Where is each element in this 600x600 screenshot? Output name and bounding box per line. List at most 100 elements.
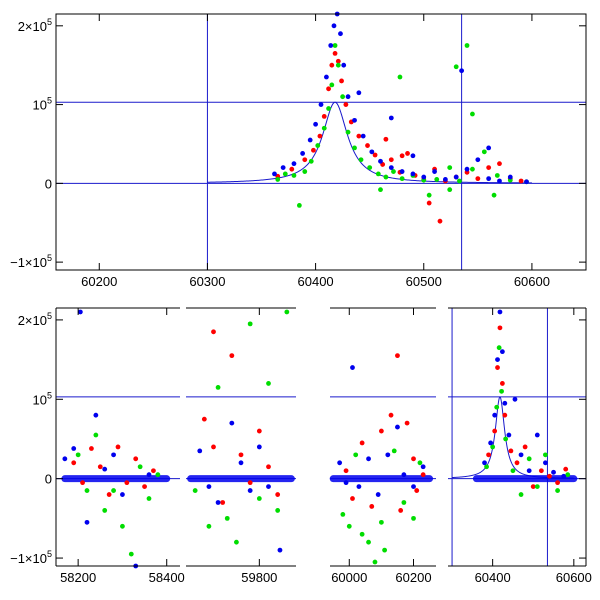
bottom-series-2-point-39 (518, 452, 524, 458)
bottom-segment-0: 58200 58400 (56, 307, 185, 585)
bottom-series-2-point-40 (526, 468, 532, 474)
top-xtick-label: 60500 (406, 274, 442, 289)
bottom-xtick-label: 58200 (60, 570, 96, 585)
bottom-series-0-point-39 (514, 460, 520, 466)
bottom-series-2-point-10 (197, 448, 203, 454)
bottom-series-1-point-26 (378, 519, 384, 525)
top-series-0-point-30 (518, 178, 524, 184)
top-series-1-point-18 (391, 169, 396, 174)
top-series-2-point-27 (486, 176, 492, 182)
bottom-series-2-point-0 (62, 456, 68, 462)
bottom-segment-3: 60400 60600 (448, 307, 592, 585)
top-series-1-point-33 (378, 187, 383, 193)
bottom-series-1-point-35 (496, 345, 502, 351)
bottom-series-1-point-36 (499, 388, 504, 394)
top-series-0-point-2 (302, 157, 308, 163)
top-series-2-point-1 (280, 165, 286, 171)
top-series-0-point-5 (321, 114, 327, 119)
bottom-ytick-label: 105 (33, 390, 52, 407)
bottom-series-1-point-28 (391, 448, 397, 454)
top-series-2-point-33 (410, 153, 416, 159)
top-series-1-point-2 (291, 173, 297, 178)
top-series-2-point-9 (331, 23, 337, 29)
bottom-series-1-point-17 (266, 381, 271, 386)
bottom-series-2-point-26 (395, 424, 400, 430)
bottom-series-0-point-33 (492, 428, 498, 434)
top-series-1-point-16 (375, 171, 381, 177)
top-series-0-point-11 (343, 102, 349, 107)
top-ytick-label: 2×105 (18, 17, 52, 34)
bottom-series-1-point-18 (275, 508, 281, 513)
bottom-series-1-point-31 (417, 460, 423, 466)
bottom-series-1-point-43 (555, 488, 560, 493)
top-series-2-point-30 (524, 179, 529, 185)
top-series-2-point-11 (338, 31, 343, 37)
bottom-ytick-label: −1×105 (10, 549, 52, 566)
top-series-0-point-33 (383, 136, 389, 142)
bottom-segment-2: 60000 60200 (329, 307, 436, 585)
bottom-series-0-point-8 (142, 484, 147, 490)
bottom-series-1-point-12 (215, 384, 221, 390)
bottom-segment-1: 59800 (186, 307, 296, 585)
top-series-1-point-17 (383, 174, 389, 180)
bottom-series-1-point-21 (346, 523, 352, 529)
top-series-2-point-0 (272, 171, 277, 177)
bottom-series-1-point-37 (503, 436, 509, 442)
top-series-2-point-20 (410, 171, 416, 177)
top-series-0-point-19 (405, 151, 410, 156)
bottom-series-0-point-40 (522, 444, 528, 450)
bottom-series-0-point-17 (266, 464, 271, 470)
top-series-2-point-2 (291, 161, 297, 167)
bottom-xtick-label: 60000 (331, 570, 367, 585)
top-ytick-label: 0 (45, 176, 52, 191)
bottom-series-0-point-20 (343, 468, 349, 474)
top-series-2-point-14 (352, 117, 357, 123)
bottom-series-0-point-18 (275, 492, 281, 497)
bottom-series-1-point-1 (84, 488, 90, 493)
bottom-series-1-point-32 (484, 464, 489, 470)
top-series-1-point-24 (457, 178, 462, 184)
top-series-1-point-11 (340, 94, 346, 100)
bottom-series-2-point-20 (343, 480, 349, 486)
top-series-1-point-13 (352, 145, 357, 151)
top-series-1-point-36 (464, 43, 470, 48)
bottom-series-0-point-21 (350, 496, 355, 501)
top-xtick-label: 60200 (81, 274, 117, 289)
bottom-series-0-point-3 (97, 464, 103, 470)
top-series-0-point-10 (339, 78, 344, 84)
top-series-1-point-37 (470, 111, 475, 117)
bottom-series-0-point-42 (538, 468, 544, 474)
bottom-series-1-point-2 (93, 432, 99, 438)
bottom-series-2-point-28 (411, 484, 416, 490)
top-series-2-point-35 (486, 145, 492, 151)
top-series-2-point-18 (388, 165, 394, 171)
bottom-series-2-point-30 (482, 460, 487, 466)
bottom-xtick-label: 60200 (395, 570, 431, 585)
top-xtick-label: 60300 (189, 274, 225, 289)
bottom-series-2-point-19 (337, 460, 343, 466)
bottom-series-0-point-43 (547, 473, 552, 479)
top-series-2-point-3 (300, 151, 306, 156)
top-series-0-point-13 (356, 133, 362, 139)
bottom-series-1-point-9 (155, 472, 161, 478)
top-series-0-point-28 (497, 161, 502, 167)
top-series-0-point-4 (317, 133, 323, 139)
bottom-series-2-point-25 (385, 452, 391, 458)
bottom-series-1-point-11 (206, 523, 212, 529)
bottom-series-2-point-24 (375, 492, 381, 497)
top-panel: 60200 60300 60400 60500 60600 −1×105 0 105 2×105 (10, 11, 587, 289)
bottom-series-2-point-9 (146, 472, 152, 478)
top-series-2-point-28 (497, 178, 502, 184)
top-series-2-point-22 (432, 169, 437, 174)
bottom-series-2-point-21 (350, 365, 355, 370)
top-series-0-point-3 (311, 147, 316, 153)
top-series-1-point-4 (308, 158, 314, 164)
bottom-series-2-point-41 (534, 432, 540, 438)
bottom-series-1-point-29 (401, 500, 407, 505)
top-series-1-point-14 (358, 157, 364, 163)
top-series-1-point-22 (434, 177, 440, 182)
bottom-series-2-point-12 (215, 500, 221, 505)
bottom-series-1-point-22 (353, 452, 359, 458)
bottom-series-2-point-11 (206, 484, 212, 490)
bottom-series-1-point-6 (128, 551, 134, 557)
